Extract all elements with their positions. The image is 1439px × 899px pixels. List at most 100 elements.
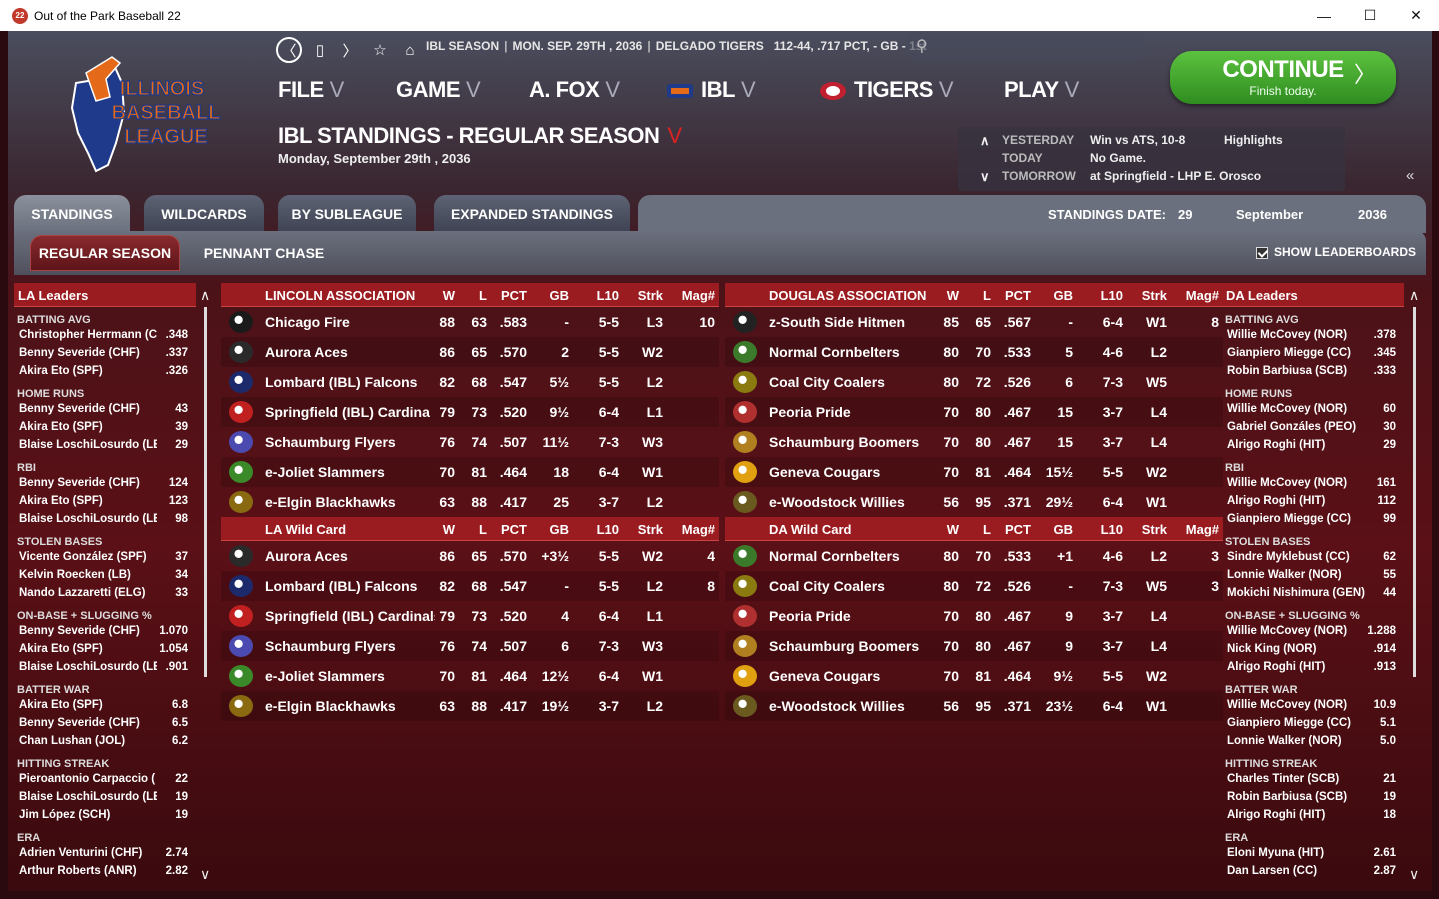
leader-category[interactable]: STOLEN BASES bbox=[1225, 536, 1311, 548]
leader-item[interactable]: Eloni Myuna (HIT) 2.61 bbox=[1222, 845, 1404, 863]
leader-category[interactable]: BATTING AVG bbox=[17, 314, 91, 326]
standings-row[interactable]: Aurora Aces 86 65 .570 2 5-5 W2 bbox=[221, 337, 719, 367]
standings-row[interactable]: e-Joliet Slammers 70 81 .464 12½ 6-4 W1 bbox=[221, 661, 719, 691]
team-name[interactable]: Schaumburg Boomers bbox=[769, 638, 920, 654]
leader-category[interactable]: BATTER WAR bbox=[17, 684, 90, 696]
leader-item[interactable]: Benny Severide (CHF) 124 bbox=[14, 475, 196, 493]
leader-category[interactable]: ON-BASE + SLUGGING % bbox=[17, 610, 152, 622]
menu-play[interactable]: PLAY V bbox=[1004, 77, 1079, 102]
leader-category[interactable]: HITTING STREAK bbox=[17, 758, 110, 770]
leader-player[interactable]: Eloni Myuna (HIT) bbox=[1227, 847, 1325, 859]
leader-category[interactable]: RBI bbox=[17, 462, 36, 474]
leader-player[interactable]: Akira Eto (SPF) bbox=[19, 495, 103, 507]
leader-player[interactable]: Christopher Herrmann (C bbox=[19, 329, 157, 341]
leader-player[interactable]: Sindre Myklebust (CC) bbox=[1227, 551, 1350, 563]
leader-item[interactable]: Akira Eto (SPF) 123 bbox=[14, 493, 196, 511]
team-name[interactable]: e-Joliet Slammers bbox=[265, 668, 385, 684]
standings-row[interactable]: Schaumburg Flyers 76 74 .507 6 7-3 W3 bbox=[221, 631, 719, 661]
collapse-icon[interactable]: « bbox=[1406, 167, 1415, 184]
leader-item[interactable]: Benny Severide (CHF) 1.070 bbox=[14, 623, 196, 641]
leader-item[interactable]: Akira Eto (SPF) 6.8 bbox=[14, 697, 196, 715]
column-header-pct[interactable]: PCT bbox=[1005, 288, 1031, 303]
leader-player[interactable]: Benny Severide (CHF) bbox=[19, 717, 140, 729]
standings-row[interactable]: Lombard (IBL) Falcons 82 68 .547 5½ 5-5 L2 bbox=[221, 367, 719, 397]
leader-player[interactable]: Willie McCovey (NOR) bbox=[1227, 403, 1348, 415]
leader-player[interactable]: Mokichi Nishimura (GEN) bbox=[1227, 587, 1365, 599]
leader-item[interactable]: Adrien Venturini (CHF) 2.74 bbox=[14, 845, 196, 863]
leader-item[interactable]: Willie McCovey (NOR) 10.9 bbox=[1222, 697, 1404, 715]
leader-player[interactable]: Arthur Roberts (ANR) bbox=[19, 865, 137, 877]
column-header-mag[interactable]: Mag# bbox=[1185, 522, 1219, 537]
standings-row[interactable]: Chicago Fire 88 63 .583 - 5-5 L3 10 bbox=[221, 307, 719, 337]
team-name[interactable]: Peoria Pride bbox=[769, 608, 851, 624]
leader-player[interactable]: Pieroantonio Carpaccio ( bbox=[19, 773, 156, 785]
team-name[interactable]: Lombard (IBL) Falcons bbox=[265, 578, 418, 594]
standings-row[interactable]: Normal Cornbelters 80 70 .533 +1 4-6 L2 3 bbox=[725, 541, 1223, 571]
leader-item[interactable]: Alrigo Roghi (HIT) .913 bbox=[1222, 659, 1404, 677]
leader-player[interactable]: Akira Eto (SPF) bbox=[19, 365, 103, 377]
team-name[interactable]: Springfield (IBL) Cardinals bbox=[265, 608, 435, 624]
menu-file[interactable]: FILE V bbox=[278, 77, 344, 102]
standings-row[interactable]: Schaumburg Flyers 76 74 .507 11½ 7-3 W3 bbox=[221, 427, 719, 457]
leader-player[interactable]: Blaise LoschiLosurdo (LE bbox=[19, 513, 157, 525]
leader-item[interactable]: Pieroantonio Carpaccio (22 bbox=[14, 771, 196, 789]
leader-category[interactable]: ON-BASE + SLUGGING % bbox=[1225, 610, 1360, 622]
leader-player[interactable]: Robin Barbiusa (SCB) bbox=[1227, 791, 1348, 803]
leader-player[interactable]: Kelvin Roecken (LB) bbox=[19, 569, 131, 581]
leader-player[interactable]: Blaise LoschiLosurdo (LE bbox=[19, 439, 157, 451]
leader-item[interactable]: Alrigo Roghi (HIT) 29 bbox=[1222, 437, 1404, 455]
column-header-pct[interactable]: PCT bbox=[501, 288, 527, 303]
tab-by-subleague[interactable]: BY SUBLEAGUE bbox=[278, 195, 416, 233]
scroll-up-icon[interactable]: ∧ bbox=[200, 287, 211, 303]
column-header-gb[interactable]: GB bbox=[1053, 522, 1074, 537]
leader-item[interactable]: Jim López (SCH) 19 bbox=[14, 807, 196, 825]
close-button[interactable]: ✕ bbox=[1410, 7, 1422, 23]
leader-category[interactable]: STOLEN BASES bbox=[17, 536, 103, 548]
column-header-strk[interactable]: Strk bbox=[637, 288, 663, 303]
leader-player[interactable]: Akira Eto (SPF) bbox=[19, 699, 103, 711]
scroll-up-icon[interactable]: ∧ bbox=[1409, 287, 1420, 303]
team-name[interactable]: Geneva Cougars bbox=[769, 668, 881, 684]
leader-player[interactable]: Charles Tinter (SCB) bbox=[1227, 773, 1340, 785]
team-name[interactable]: Aurora Aces bbox=[265, 548, 348, 564]
tab-wildcards[interactable]: WILDCARDS bbox=[144, 195, 264, 233]
column-header-gb[interactable]: GB bbox=[1053, 288, 1074, 303]
standings-date-month[interactable]: September bbox=[1236, 207, 1304, 222]
leader-player[interactable]: Benny Severide (CHF) bbox=[19, 625, 140, 637]
team-name[interactable]: Schaumburg Boomers bbox=[769, 434, 920, 450]
column-header-w[interactable]: W bbox=[442, 288, 455, 303]
leader-player[interactable]: Alrigo Roghi (HIT) bbox=[1227, 809, 1326, 821]
leader-item[interactable]: Akira Eto (SPF) .326 bbox=[14, 363, 196, 381]
leader-item[interactable]: Benny Severide (CHF) 6.5 bbox=[14, 715, 196, 733]
leader-item[interactable]: Nick King (NOR) .914 bbox=[1222, 641, 1404, 659]
leader-player[interactable]: Benny Severide (CHF) bbox=[19, 477, 140, 489]
page-title[interactable]: IBL STANDINGS - REGULAR SEASON V bbox=[278, 123, 682, 148]
leader-item[interactable]: Benny Severide (CHF) .337 bbox=[14, 345, 196, 363]
leader-player[interactable]: Gabriel Gonzáles (PEO) bbox=[1227, 421, 1357, 433]
team-name[interactable]: Lombard (IBL) Falcons bbox=[265, 374, 418, 390]
leader-item[interactable]: Dan Larsen (CC) 2.87 bbox=[1222, 863, 1404, 881]
standings-row[interactable]: Lombard (IBL) Falcons 82 68 .547 - 5-5 L2 8 bbox=[221, 571, 719, 601]
leader-player[interactable]: Vicente González (SPF) bbox=[19, 551, 147, 563]
leader-player[interactable]: Nick King (NOR) bbox=[1227, 643, 1317, 655]
subtab-regular-season[interactable]: REGULAR SEASON bbox=[30, 235, 180, 271]
leader-item[interactable]: Alrigo Roghi (HIT) 18 bbox=[1222, 807, 1404, 825]
column-header-l10[interactable]: L10 bbox=[596, 288, 619, 303]
leader-category[interactable]: BATTER WAR bbox=[1225, 684, 1298, 696]
star-icon[interactable]: ☆ bbox=[373, 42, 387, 59]
team-name[interactable]: z-South Side Hitmen bbox=[769, 314, 906, 330]
home-icon[interactable]: ⌂ bbox=[405, 41, 415, 59]
leader-item[interactable]: Robin Barbiusa (SCB) .333 bbox=[1222, 363, 1404, 381]
column-header-l[interactable]: L bbox=[479, 522, 487, 537]
search-icon[interactable]: ⚲ bbox=[916, 38, 928, 55]
leader-category[interactable]: BATTING AVG bbox=[1225, 314, 1299, 326]
leader-category[interactable]: ERA bbox=[1225, 832, 1249, 844]
arrow-up-icon[interactable]: ∧ bbox=[980, 133, 990, 148]
leader-item[interactable]: Kelvin Roecken (LB) 34 bbox=[14, 567, 196, 585]
team-name[interactable]: Geneva Cougars bbox=[769, 464, 881, 480]
standings-row[interactable]: Geneva Cougars 70 81 .464 9½ 5-5 W2 bbox=[725, 661, 1223, 691]
leader-category[interactable]: HITTING STREAK bbox=[1225, 758, 1318, 770]
menu-league[interactable]: IBL V bbox=[665, 77, 756, 103]
standings-row[interactable]: Coal City Coalers 80 72 .526 6 7-3 W5 bbox=[725, 367, 1223, 397]
column-header-w[interactable]: W bbox=[946, 288, 959, 303]
